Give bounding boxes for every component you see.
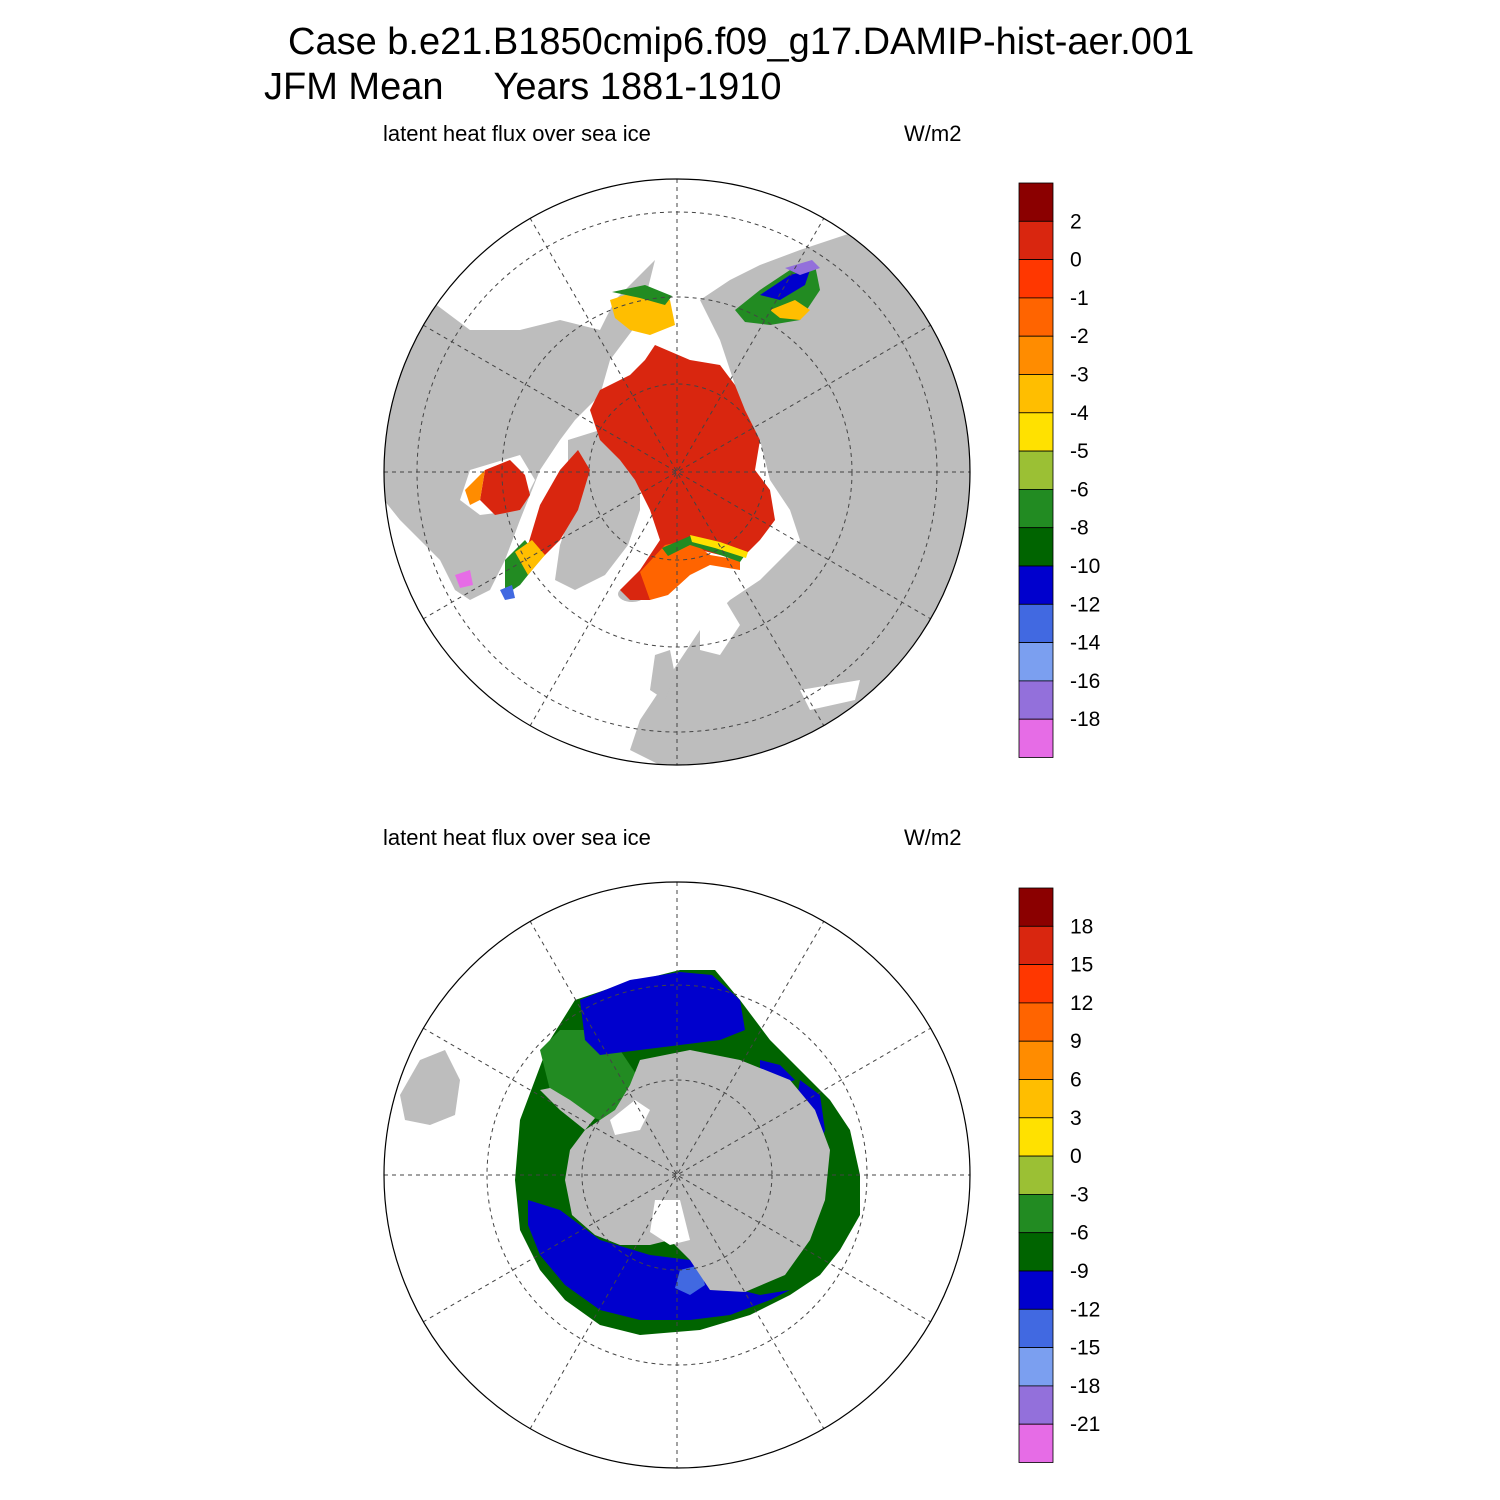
north-graticule (384, 179, 970, 765)
north-variable-label: latent heat flux over sea ice (383, 121, 651, 146)
south-variable-label: latent heat flux over sea ice (383, 825, 651, 850)
south-colorbar-tick-label: -6 (1070, 1222, 1089, 1245)
south-colorbar-box (1018, 1347, 1054, 1387)
north-colorbar-box (1018, 182, 1054, 222)
north-map-border (383, 178, 971, 766)
south-colorbar-tick-label: 12 (1070, 992, 1093, 1015)
north-colorbar-box (1018, 259, 1054, 299)
north-colorbar-tick-label: -5 (1070, 440, 1089, 463)
south-colorbar-box (1018, 1117, 1054, 1157)
south-colorbar-tick-label: -12 (1070, 1298, 1100, 1321)
south-colorbar-box (1018, 1423, 1054, 1463)
south-colorbar-box (1018, 1079, 1054, 1119)
north-colorbar-tick-label: -6 (1070, 478, 1089, 501)
south-colorbar-box (1018, 1232, 1054, 1272)
south-colorbar: 18 15 12 9 6 3 0 -3 -6 -9 -12 -15 -18 -21 (1018, 887, 1100, 1463)
south-colorbar-tick-label: -18 (1070, 1375, 1100, 1398)
north-colorbar-box (1018, 603, 1054, 643)
north-colorbar-box (1018, 718, 1054, 758)
south-colorbar-tick-label: 0 (1070, 1145, 1082, 1168)
south-colorbar-box (1018, 1040, 1054, 1080)
north-colorbar-box (1018, 642, 1054, 682)
south-colorbar-box (1018, 964, 1054, 1004)
north-colorbar-tick-label: -1 (1070, 287, 1089, 310)
south-colorbar-tick-label: 18 (1070, 915, 1093, 938)
south-colorbar-tick-label: 6 (1070, 1069, 1082, 1092)
north-colorbar-box (1018, 412, 1054, 452)
north-colorbar-tick-label: -2 (1070, 325, 1089, 348)
south-colorbar-box (1018, 1002, 1054, 1042)
south-polar-map (383, 881, 971, 1469)
north-colorbar-tick-label: -4 (1070, 402, 1089, 425)
years-label: Years 1881-1910 (493, 66, 782, 108)
south-graticule (384, 882, 970, 1468)
period-title: JFM Mean Years 1881-1910 (264, 67, 782, 107)
south-colorbar-tick-label: -21 (1070, 1413, 1100, 1436)
north-colorbar-box (1018, 565, 1054, 605)
south-colorbar-box (1018, 1385, 1054, 1425)
south-colorbar-box (1018, 925, 1054, 965)
season-label: JFM Mean (264, 66, 444, 108)
north-colorbar-box (1018, 488, 1054, 529)
north-colorbar-box (1018, 374, 1054, 414)
north-colorbar-box (1018, 450, 1054, 490)
north-colorbar-box (1018, 297, 1054, 337)
south-colorbar-tick-label: -3 (1070, 1183, 1089, 1206)
south-units-label: W/m2 (904, 825, 962, 850)
north-colorbar-box (1018, 335, 1054, 375)
south-colorbar-box (1018, 887, 1054, 927)
north-colorbar-tick-label: 2 (1070, 210, 1082, 233)
south-colorbar-tick-label: -9 (1070, 1260, 1089, 1283)
north-colorbar-tick-label: -3 (1070, 364, 1089, 387)
south-colorbar-box (1018, 1270, 1054, 1310)
north-colorbar-tick-label: -18 (1070, 708, 1100, 731)
case-title: Case b.e21.B1850cmip6.f09_g17.DAMIP-hist… (288, 21, 1195, 63)
south-colorbar-box (1018, 1155, 1054, 1195)
south-colorbar-box (1018, 1308, 1054, 1349)
north-colorbar-box (1018, 527, 1054, 567)
north-colorbar-tick-label: -10 (1070, 555, 1100, 578)
south-colorbar-tick-label: -15 (1070, 1337, 1100, 1360)
south-colorbar-tick-label: 15 (1070, 954, 1093, 977)
north-colorbar-tick-label: 0 (1070, 249, 1082, 272)
north-colorbar-box (1018, 220, 1054, 261)
north-colorbar: 2 0 -1 -2 -3 -4 -5 -6 -8 -10 -12 -14 -16 -18 (1018, 182, 1101, 758)
north-polar-map (383, 178, 971, 766)
north-colorbar-tick-label: -8 (1070, 517, 1089, 540)
south-map-border (383, 881, 971, 1469)
north-units-label: W/m2 (904, 121, 962, 146)
south-colorbar-tick-label: 3 (1070, 1107, 1082, 1130)
south-colorbar-box (1018, 1194, 1054, 1234)
south-colorbar-tick-label: 9 (1070, 1030, 1082, 1053)
north-colorbar-tick-label: -16 (1070, 670, 1100, 693)
north-colorbar-tick-label: -12 (1070, 593, 1100, 616)
north-colorbar-tick-label: -14 (1070, 632, 1101, 655)
north-colorbar-box (1018, 680, 1054, 720)
